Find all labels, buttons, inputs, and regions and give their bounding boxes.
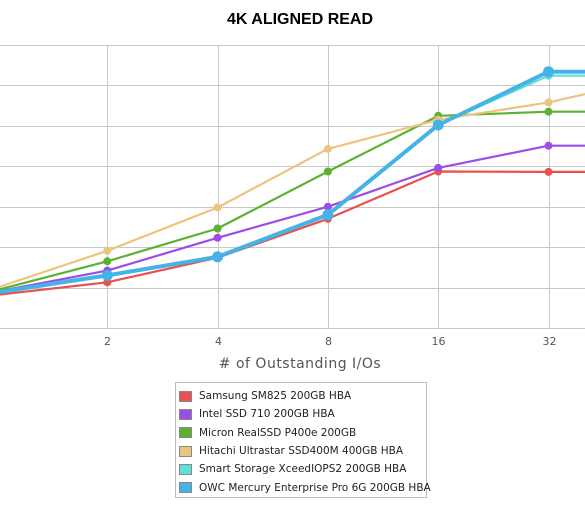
series-6 [0,66,585,294]
series-line [0,74,585,294]
legend-item: Hitachi Ultrastar SSD400M 400GB HBA [179,442,426,460]
legend-label: Micron RealSSD P400e 200GB [199,426,357,439]
x-axis-ticks: 2 4 8 16 32 [104,335,557,348]
series-5 [0,71,585,294]
data-point [103,246,112,255]
legend-item: Intel SSD 710 200GB HBA [179,405,426,423]
series-lines [0,66,585,296]
legend-swatch [179,427,192,439]
data-point [323,202,332,211]
data-point [544,98,553,107]
legend: Samsung SM825 200GB HBA Intel SSD 710 200… [175,382,431,498]
legend-swatch [179,408,192,420]
legend-swatch [179,463,192,475]
data-point [322,209,334,221]
data-point [101,269,113,281]
legend-swatch [179,445,192,457]
legend-item: Smart Storage XceedIOPS2 200GB HBA [179,460,426,478]
data-point [323,144,332,153]
x-tick-label: 16 [432,335,446,348]
data-point [212,251,224,263]
data-point [544,107,553,116]
series-line [0,110,585,291]
data-point [213,203,222,212]
x-tick-label: 32 [543,335,557,348]
legend-item: OWC Mercury Enterprise Pro 6G 200GB HBA [179,478,431,496]
x-tick-label: 8 [325,335,332,348]
data-point [544,141,553,150]
series-2 [0,141,585,293]
legend-label: Samsung SM825 200GB HBA [199,390,352,403]
data-point [543,66,554,78]
series-line [0,92,585,288]
series-4 [0,92,585,288]
legend-swatch [179,390,192,402]
x-tick-label: 2 [104,335,111,348]
data-point [432,119,444,131]
series-3 [0,107,585,291]
legend-label: Smart Storage XceedIOPS2 200GB HBA [199,463,407,476]
legend-label: Hitachi Ultrastar SSD400M 400GB HBA [199,445,404,458]
data-point [434,163,443,172]
data-point [213,224,222,233]
legend-label: Intel SSD 710 200GB HBA [199,408,335,421]
series-1 [0,167,585,296]
legend-label: OWC Mercury Enterprise Pro 6G 200GB HBA [199,481,431,494]
x-tick-label: 4 [215,335,222,348]
data-point [213,233,222,242]
data-point [103,257,112,266]
x-axis-label: # of Outstanding I/Os [219,356,381,372]
chart-title: 4K ALIGNED READ [227,11,373,28]
series-line [0,69,585,294]
legend-swatch [179,482,192,494]
legend-item: Samsung SM825 200GB HBA [179,387,426,405]
legend-item: Micron RealSSD P400e 200GB [179,424,426,442]
gridlines [0,45,585,329]
data-point [544,167,553,176]
data-point [323,167,332,176]
